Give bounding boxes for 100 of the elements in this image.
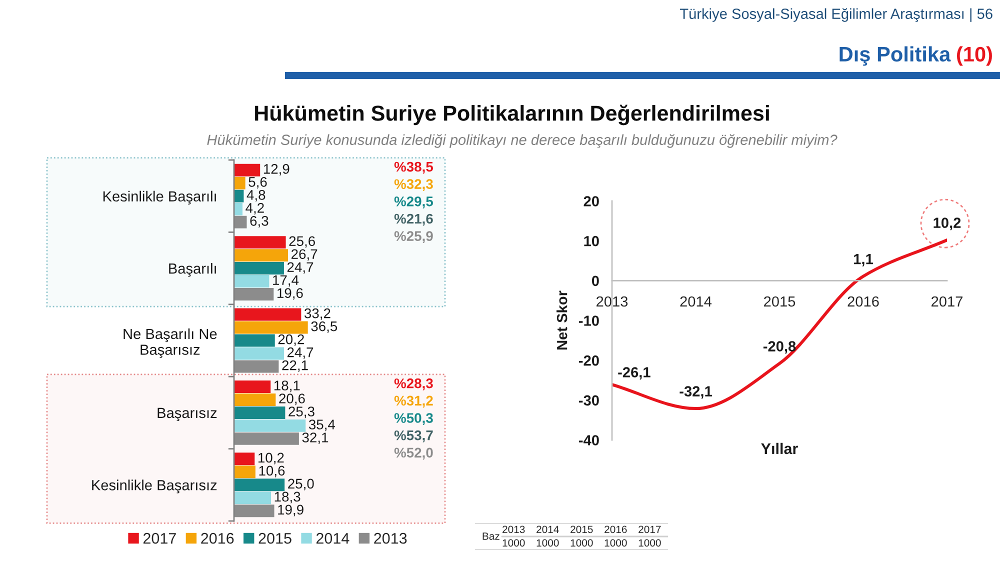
- bar: [234, 393, 276, 406]
- data-label: 19,9: [278, 504, 304, 516]
- legend-label: 2014: [316, 532, 350, 544]
- y-tick-label: -20: [578, 355, 599, 366]
- bar: [234, 308, 302, 321]
- data-label: 35,4: [308, 420, 336, 432]
- text: 2016: [604, 526, 627, 534]
- legend-label: 2013: [374, 532, 407, 544]
- data-label: 19,6: [277, 288, 303, 300]
- bar: [234, 176, 246, 190]
- text: 2014: [536, 526, 559, 534]
- y-tick-label: Başarısız: [158, 408, 217, 422]
- bar: [234, 419, 306, 432]
- bar: [234, 334, 275, 347]
- bar: [234, 321, 308, 334]
- data-label: 24,7: [287, 262, 314, 274]
- bar: [234, 262, 284, 275]
- text: 2015: [570, 526, 593, 534]
- y-axis-title: Net Skor: [556, 290, 568, 350]
- bar: [234, 347, 284, 360]
- data-label: 24,7: [287, 347, 314, 359]
- text: 2017: [638, 526, 661, 534]
- data-label: 4,8: [246, 190, 266, 202]
- legend-label: 2016: [201, 532, 234, 544]
- y-tick-label: 10: [584, 236, 599, 246]
- x-axis-title: Yıllar: [761, 442, 798, 454]
- bar: [234, 478, 285, 492]
- y-tick-label: -40: [578, 435, 599, 446]
- text: Hükümetin Suriye konusunda izlediği politikayı ne derece başarılı bulduğunuzu öğrenebilir miyim?: [207, 134, 838, 148]
- bar: [234, 492, 272, 504]
- data-label: 36,5: [311, 321, 338, 333]
- text: 1000: [638, 539, 661, 547]
- text: 1000: [536, 539, 559, 547]
- text: %53,7: [394, 430, 433, 442]
- data-label: 6,3: [250, 216, 268, 228]
- data-label: 25,6: [289, 236, 315, 248]
- y-tick-label: 0: [592, 276, 599, 286]
- data-label: -32,1: [680, 386, 712, 399]
- data-label: 17,4: [273, 275, 299, 287]
- x-tick-label: 2017: [932, 296, 962, 307]
- x-tick-label: 2015: [764, 296, 796, 307]
- text: 1000: [570, 539, 593, 547]
- text: 2013: [502, 526, 525, 534]
- bar: [234, 432, 299, 445]
- text: %38,5: [394, 162, 434, 174]
- data-label: 18,1: [274, 380, 300, 392]
- bar: [234, 406, 286, 419]
- bar: [234, 288, 274, 301]
- bar: [234, 275, 270, 288]
- data-label: 12,9: [264, 164, 290, 176]
- x-tick-label: 2013: [596, 296, 628, 307]
- bar: [234, 504, 274, 518]
- data-label: 22,1: [282, 360, 308, 372]
- text: %50,3: [394, 413, 433, 425]
- data-label: -20,8: [763, 341, 796, 354]
- text: %31,2: [394, 396, 433, 408]
- bar: [234, 190, 244, 202]
- text: Dış Politika: [840, 46, 951, 66]
- data-label: 10,2: [258, 452, 284, 464]
- data-label: 32,1: [302, 432, 328, 444]
- text: %29,5: [394, 196, 434, 208]
- data-label: -26,1: [618, 367, 650, 380]
- bar: [234, 236, 286, 249]
- y-tick-label: Kesinlikle Başarısız: [92, 480, 217, 494]
- data-label: 26,7: [292, 249, 318, 261]
- data-label: 33,2: [304, 308, 330, 320]
- legend-label: 2017: [143, 532, 176, 544]
- y-tick-label: Başarılı: [169, 263, 216, 277]
- text: %25,9: [394, 231, 433, 243]
- data-label: 20,6: [279, 394, 305, 406]
- bar: [234, 452, 255, 466]
- y-tick-label: Kesinlikle Başarılı: [103, 190, 216, 204]
- y-tick-label: -30: [578, 395, 599, 406]
- data-label: 25,0: [288, 478, 314, 490]
- data-label: 10,6: [259, 466, 285, 478]
- x-tick-label: 2016: [848, 296, 879, 307]
- text: (10): [956, 46, 992, 66]
- data-label: 5,6: [248, 176, 267, 188]
- bar: [234, 202, 242, 216]
- x-tick-label: 2014: [680, 296, 712, 307]
- data-label: 20,2: [278, 334, 304, 346]
- text: Türkiye Sosyal-Siyasal Eğilimler Araştırması | 56: [680, 8, 992, 22]
- text: 1000: [604, 539, 627, 547]
- y-tick-label: 20: [584, 196, 599, 206]
- data-label: 25,3: [288, 406, 314, 418]
- bar: [234, 164, 260, 176]
- bar: [234, 249, 288, 262]
- data-label: 4,2: [246, 202, 264, 214]
- bar: [234, 466, 256, 478]
- text: %28,3: [394, 378, 433, 390]
- legend-label: 2015: [258, 532, 292, 544]
- y-tick-label: -10: [578, 316, 599, 326]
- bar: [234, 216, 247, 228]
- text: Baz: [482, 532, 500, 540]
- text: Hükümetin Suriye Politikalarının Değerlendirilmesi: [255, 104, 769, 126]
- text: %32,3: [394, 179, 433, 192]
- data-label: 1,1: [854, 254, 873, 266]
- text: %52,0: [394, 448, 433, 460]
- data-label: 10,2: [934, 218, 961, 230]
- bar: [234, 380, 271, 393]
